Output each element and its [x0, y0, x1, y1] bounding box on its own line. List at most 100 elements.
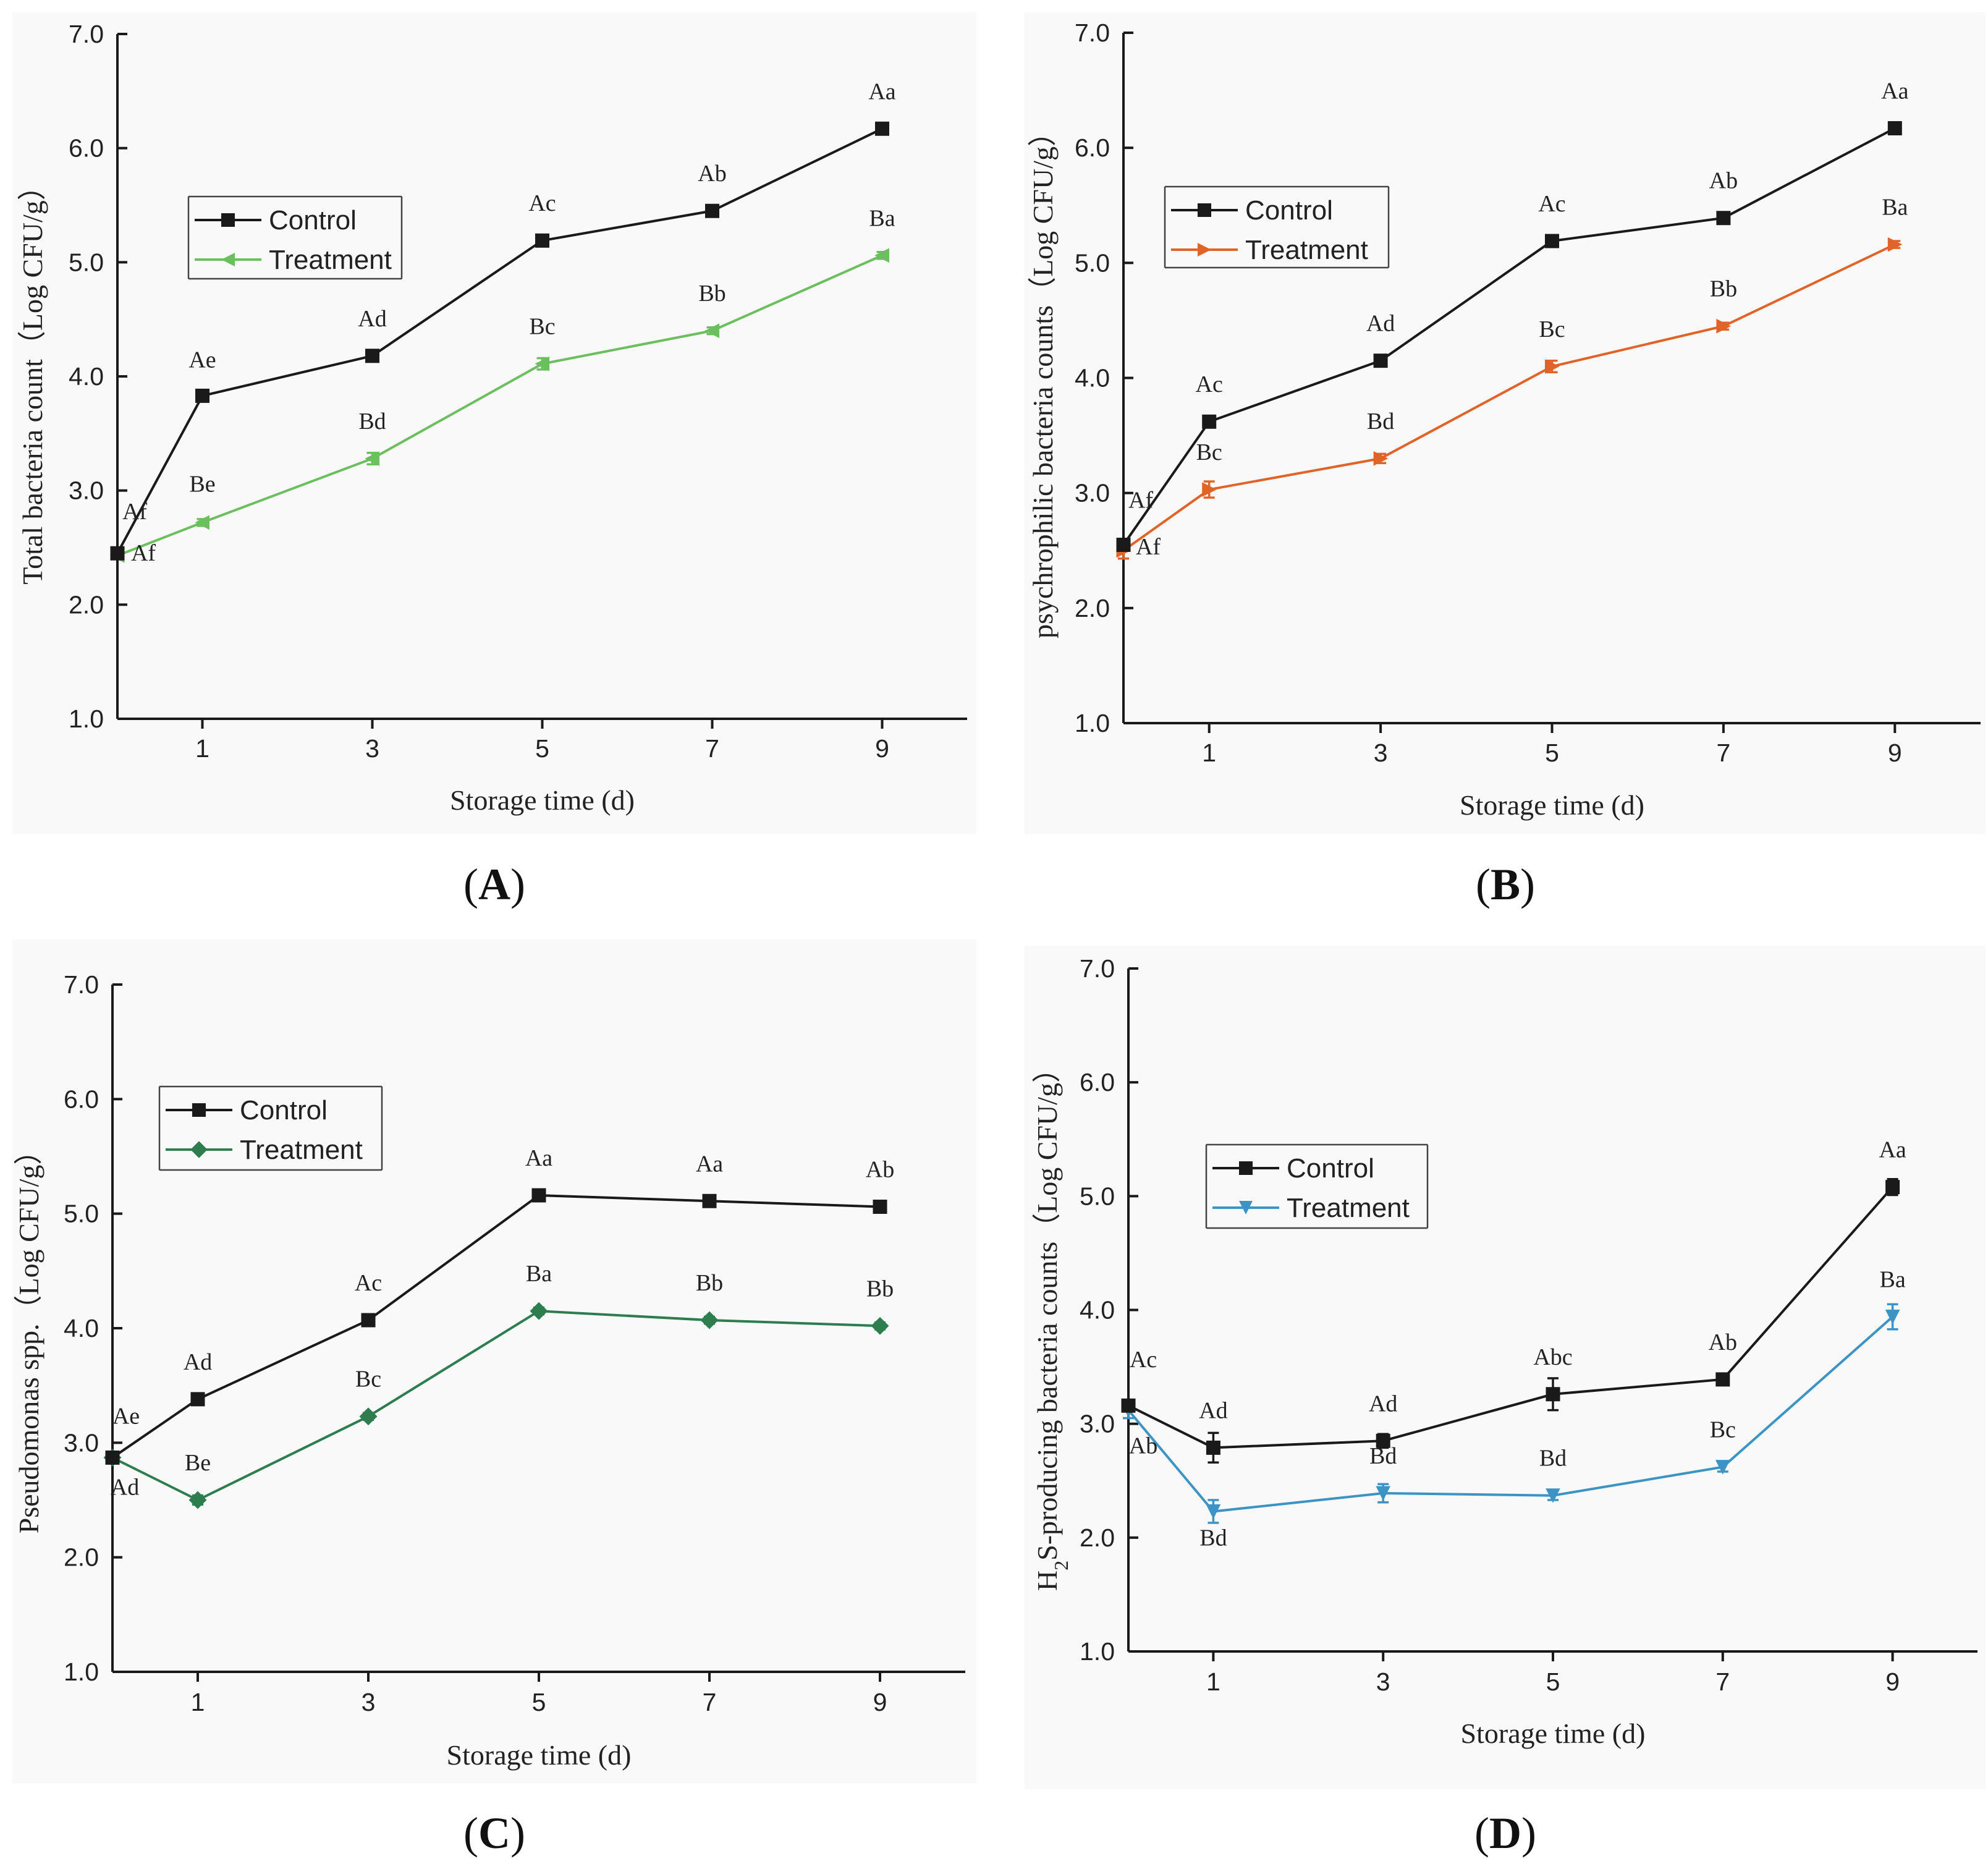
y-tick-label: 5.0	[64, 1200, 99, 1228]
series-line	[1128, 1186, 1894, 1449]
data-point	[874, 248, 889, 263]
x-tick-label: 9	[875, 734, 889, 763]
series-line	[111, 1193, 881, 1459]
x-tick-label: 7	[705, 734, 719, 763]
significance-label: Ab	[1129, 1433, 1157, 1459]
significance-label: Ba	[869, 205, 895, 231]
x-tick-label: 3	[362, 1688, 376, 1716]
data-point	[873, 1200, 887, 1214]
y-tick-label: 5.0	[1080, 1182, 1115, 1210]
panel-label-letter: D	[1489, 1808, 1521, 1858]
data-point	[190, 1392, 205, 1407]
x-tick-label: 9	[1885, 1668, 1900, 1696]
data-point	[1546, 1488, 1560, 1503]
significance-label: Bb	[866, 1276, 894, 1302]
y-tick-label: 4.0	[1080, 1296, 1115, 1324]
legend-swatch-marker	[221, 213, 235, 227]
y-tick-label: 4.0	[69, 362, 104, 391]
series-line	[117, 254, 883, 557]
series-control: Af Ac Ad Ac Ab Aa	[1116, 78, 1909, 552]
data-point	[365, 451, 379, 466]
panel-label-close: )	[510, 1808, 525, 1858]
y-axis-title-prefix: H	[1031, 1570, 1063, 1591]
chart-panel-d: 1.0 2.0 3.0 4.0 5.0 6.0 7.0 1 3 5 7 9 Storage time (…	[1025, 946, 1986, 1789]
legend-swatch-marker	[1198, 243, 1211, 256]
significance-label: Bb	[696, 1270, 723, 1296]
legend-label: Treatment	[240, 1135, 363, 1165]
series-control: Af Ae Ad Ac Ab Aa	[110, 78, 896, 561]
x-tick-label: 5	[532, 1688, 546, 1716]
chart-panel-c: 1.0 2.0 3.0 4.0 5.0 6.0 7.0 1 3 5 7 9 Storage time (…	[12, 939, 976, 1783]
y-tick-label: 4.0	[64, 1314, 99, 1342]
data-point	[365, 349, 379, 363]
significance-label: Aa	[1881, 78, 1908, 104]
data-point	[535, 356, 549, 371]
x-tick-label: 3	[365, 734, 379, 763]
y-tick-label: 4.0	[1075, 364, 1110, 392]
significance-label: Ba	[526, 1261, 552, 1287]
data-point	[702, 1193, 717, 1208]
x-tick-label: 1	[1202, 739, 1216, 767]
panel-label-c: (C)	[463, 1808, 525, 1858]
x-tick-label: 3	[1374, 739, 1388, 767]
x-tick-label: 7	[703, 1688, 717, 1716]
data-point	[871, 1316, 889, 1335]
significance-label: Bb	[698, 281, 725, 307]
significance-label: Ac	[1538, 191, 1565, 217]
significance-label: Ad	[1369, 1391, 1397, 1417]
legend: Control Treatment	[1164, 185, 1390, 269]
significance-label: Ac	[528, 190, 556, 216]
y-axis-title: Total bacteria count（Log CFU/g）	[17, 172, 48, 584]
y-axis-title: H2S-producing bacteria counts（Log CFU/g）	[1031, 1054, 1072, 1591]
series-line	[1122, 127, 1896, 546]
y-tick-label: 1.0	[1075, 709, 1110, 737]
series-line	[112, 1310, 881, 1502]
significance-label: Ab	[698, 161, 726, 187]
significance-label: Ad	[1199, 1397, 1227, 1423]
legend-label: Treatment	[1287, 1193, 1410, 1223]
data-point	[875, 121, 889, 136]
y-tick-label: 1.0	[1080, 1637, 1115, 1666]
panel-label-close: )	[510, 860, 525, 909]
y-tick-label: 6.0	[64, 1085, 99, 1113]
series-line	[1122, 243, 1896, 552]
chart-panel-a: 1.0 2.0 3.0 4.0 5.0 6.0 7.0 1 3 5 7 9 Storage time (…	[12, 12, 976, 834]
significance-label: Ae	[112, 1403, 140, 1429]
y-tick-label: 1.0	[69, 705, 104, 733]
legend-swatch-marker	[1239, 1201, 1253, 1214]
significance-label: Bd	[1367, 409, 1394, 434]
x-axis-title: Storage time (d)	[450, 784, 635, 816]
significance-label: Aa	[525, 1145, 552, 1171]
data-point	[1546, 1387, 1560, 1402]
legend: Control Treatment	[1205, 1143, 1429, 1229]
significance-label: Af	[131, 540, 156, 566]
significance-label: Ac	[1130, 1347, 1157, 1373]
y-tick-label: 3.0	[64, 1428, 99, 1457]
data-point	[361, 1313, 376, 1328]
panel-label-open: (	[1476, 860, 1491, 909]
data-point	[1545, 234, 1559, 248]
y-tick-label: 2.0	[64, 1543, 99, 1572]
significance-label: Aa	[1879, 1137, 1906, 1163]
series-line	[1127, 1316, 1893, 1513]
data-point	[1116, 537, 1131, 552]
panel-label-close: )	[1520, 860, 1535, 909]
y-tick-label: 3.0	[69, 477, 104, 505]
y-tick-label: 7.0	[1080, 954, 1115, 983]
data-point	[1715, 1460, 1730, 1475]
plot-background	[12, 939, 976, 1783]
significance-label: Bd	[358, 409, 386, 434]
panel-label-letter: A	[478, 860, 510, 909]
legend-label: Treatment	[1245, 235, 1368, 265]
data-point	[1202, 414, 1217, 429]
significance-label: Bd	[1199, 1525, 1227, 1551]
legend-swatch-marker	[1239, 1161, 1253, 1175]
x-tick-label: 1	[195, 734, 209, 763]
significance-label: Bc	[1710, 1417, 1736, 1443]
data-point	[1885, 1310, 1900, 1324]
legend-label: Control	[269, 205, 357, 235]
panel-label-open: (	[463, 860, 478, 909]
data-point	[359, 1407, 378, 1426]
data-point	[1887, 237, 1903, 252]
data-point	[1715, 1372, 1730, 1387]
